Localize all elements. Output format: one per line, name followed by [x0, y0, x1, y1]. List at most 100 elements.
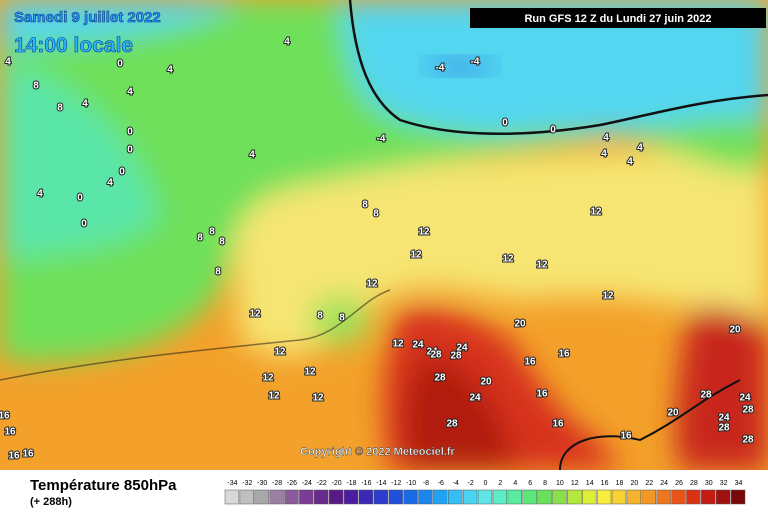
scale-swatch [522, 489, 537, 505]
contour-label: 8 [215, 267, 221, 278]
contour-label: 24 [718, 413, 730, 424]
scale-swatch [567, 489, 582, 505]
scale-label: 6 [528, 480, 532, 487]
scale-swatch [611, 489, 627, 505]
contour-label: 16 [4, 427, 16, 438]
contour-label: 16 [620, 431, 632, 442]
scale-swatch [314, 489, 329, 505]
contour-label: -4 [471, 57, 480, 68]
contour-label: -4 [377, 134, 386, 145]
scale-swatch [492, 489, 508, 505]
contour-label: 12 [502, 254, 514, 265]
contour-label: 0 [81, 219, 87, 230]
scale-label: -4 [453, 480, 459, 487]
contour-label: 8 [197, 233, 203, 244]
scale-label: -24 [302, 480, 312, 487]
contour-label: 12 [366, 279, 378, 290]
contour-label: 28 [450, 351, 462, 362]
scale-label: -18 [346, 480, 356, 487]
contour-label: 12 [602, 291, 614, 302]
scale-label: -12 [391, 480, 401, 487]
scale-swatch [730, 489, 746, 505]
scale-swatch [224, 489, 240, 505]
scale-swatch [358, 489, 374, 505]
forecast-time: 14:00 locale [14, 34, 133, 57]
contour-label: 12 [418, 227, 430, 238]
scale-label: 8 [543, 480, 547, 487]
contour-label: 24 [412, 340, 424, 351]
scale-label: 4 [513, 480, 517, 487]
scale-swatch [343, 489, 359, 505]
contour-label: 24 [456, 343, 468, 354]
contour-label: 16 [22, 449, 34, 460]
legend-title: Température 850hPa [30, 477, 177, 494]
scale-swatch [626, 489, 642, 505]
contour-label: 24 [739, 393, 751, 404]
contour-label: 28 [700, 390, 712, 401]
contour-label: 12 [392, 339, 404, 350]
contour-label: 4 [627, 157, 633, 168]
contour-label: 0 [77, 193, 83, 204]
scale-label: -22 [317, 480, 327, 487]
contour-label: 20 [480, 377, 492, 388]
contour-label: 4 [637, 143, 643, 154]
scale-swatch [477, 489, 493, 505]
contour-label: 16 [536, 389, 548, 400]
scale-swatch [284, 489, 299, 505]
contour-label: 20 [514, 319, 526, 330]
scale-swatch [507, 489, 522, 505]
scale-swatch [656, 489, 671, 505]
contour-label: 16 [0, 411, 10, 422]
scale-label: 18 [616, 480, 624, 487]
scale-swatch [433, 489, 448, 505]
contour-label: 8 [33, 81, 39, 92]
contour-label: 8 [209, 227, 215, 238]
scale-swatch [462, 489, 478, 505]
scale-swatch [582, 489, 597, 505]
contour-label: 0 [502, 118, 508, 129]
scale-swatch [388, 489, 403, 505]
run-info: Run GFS 12 Z du Lundi 27 juin 2022 [524, 13, 711, 25]
scale-label: -6 [438, 480, 444, 487]
contour-label: 4 [107, 178, 113, 189]
run-box [470, 8, 766, 28]
contour-label: 16 [552, 419, 564, 430]
scale-label: -2 [467, 480, 473, 487]
scale-label: 10 [556, 480, 564, 487]
scale-swatch [715, 489, 731, 505]
contour-label: 12 [312, 393, 324, 404]
scale-label: -14 [376, 480, 386, 487]
scale-swatch [418, 489, 433, 505]
contour-label: 4 [167, 65, 173, 76]
scale-label: -30 [257, 480, 267, 487]
scale-label: 24 [660, 480, 668, 487]
contour-label: 0 [127, 127, 133, 138]
scale-label: 22 [645, 480, 653, 487]
contour-label: 28 [742, 405, 754, 416]
scale-label: 2 [498, 480, 502, 487]
contour-label: 12 [536, 260, 548, 271]
copyright: Copyright © 2022 Meteociel.fr [300, 446, 456, 458]
contour-label: 20 [667, 408, 679, 419]
contour-label: 20 [729, 325, 741, 336]
contour-label: 8 [57, 103, 63, 114]
contour-label: 4 [603, 133, 609, 144]
scale-label: -16 [361, 480, 371, 487]
scale-swatch [403, 489, 418, 505]
contour-label: 12 [274, 347, 286, 358]
scale-swatch [448, 489, 463, 505]
scale-swatch [269, 489, 284, 505]
contour-label: 4 [5, 57, 11, 68]
scale-swatch [328, 489, 344, 505]
contour-label: 12 [268, 391, 280, 402]
contour-label: 16 [558, 349, 570, 360]
scale-label: -32 [242, 480, 252, 487]
contour-label: 4 [37, 189, 43, 200]
scale-swatch [596, 489, 612, 505]
lead-time: (+ 288h) [30, 496, 72, 508]
contour-label: 8 [317, 311, 323, 322]
contour-label: 4 [127, 87, 133, 98]
scale-label: 28 [690, 480, 698, 487]
